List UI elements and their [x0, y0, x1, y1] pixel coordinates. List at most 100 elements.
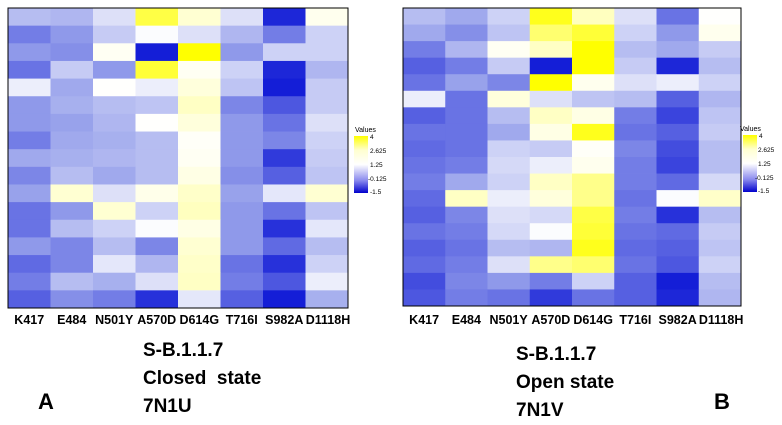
heatmap-a-cell-r6-c7 [305, 113, 349, 132]
heatmap-b-cell-r6-c0 [403, 107, 446, 125]
heatmap-a-cell-r10-c3 [135, 184, 179, 203]
x-label-a-1: E484 [57, 313, 87, 327]
heatmap-a-cell-r7-c5 [220, 131, 264, 150]
heatmap-a-cell-r9-c6 [263, 166, 306, 185]
heatmap-b-cell-r6-c7 [698, 107, 742, 125]
heatmap-b-cell-r7-c5 [614, 123, 657, 141]
heatmap-b-cell-r9-c7 [698, 157, 742, 174]
heatmap-a-cell-r0-c5 [220, 8, 264, 27]
heatmap-b-cell-r5-c3 [529, 90, 573, 108]
heatmap-a-cell-r11-c2 [93, 202, 136, 221]
heatmap-a-cell-r1-c4 [178, 25, 221, 44]
heatmap-a-cell-r2-c1 [50, 43, 94, 62]
heatmap-a-cell-r4-c3 [135, 78, 179, 97]
heatmap-b-cell-r0-c1 [445, 8, 488, 25]
heatmap-a-cell-r16-c1 [50, 290, 94, 309]
heatmap-b-cell-r6-c4 [572, 107, 615, 125]
heatmap-b-cell-r5-c1 [445, 90, 488, 108]
heatmap-b-cell-r1-c5 [614, 24, 657, 42]
heatmap-b-cell-r4-c1 [445, 74, 488, 92]
heatmap-b-cell-r14-c0 [403, 239, 446, 257]
heatmap-b-cell-r1-c4 [572, 24, 615, 42]
x-label-b-6: S982A [658, 313, 697, 327]
heatmap-b-cell-r16-c2 [487, 272, 531, 290]
heatmap-a-cell-r11-c6 [263, 202, 306, 221]
x-label-b-5: T716I [619, 313, 652, 327]
heatmap-a [7, 7, 349, 309]
caption-b-line-2: 7N1V [516, 400, 564, 421]
heatmap-b-cell-r13-c1 [445, 223, 488, 241]
heatmap-a-cell-r16-c7 [305, 290, 349, 309]
heatmap-b-cell-r16-c6 [656, 272, 700, 290]
x-label-b-7: D1118H [698, 313, 744, 327]
heatmap-a-cell-r14-c1 [50, 255, 94, 274]
heatmap-b-cell-r6-c6 [656, 107, 700, 125]
heatmap-a-cell-r7-c0 [8, 131, 51, 150]
heatmap-a-x-labels: K417 E484 N501Y A570D D614G T716I S982A … [8, 313, 350, 329]
heatmap-a-cell-r10-c6 [263, 184, 306, 203]
heatmap-b-cell-r11-c4 [572, 190, 615, 208]
heatmap-a-cell-r9-c0 [8, 166, 51, 185]
heatmap-a-cell-r13-c5 [220, 237, 264, 256]
heatmap-b-cell-r1-c6 [656, 24, 700, 42]
heatmap-a-cell-r3-c6 [263, 60, 306, 79]
heatmap-b-cell-r14-c4 [572, 239, 615, 257]
heatmap-b-cell-r12-c4 [572, 206, 615, 224]
heatmap-b-cell-r6-c3 [529, 107, 573, 125]
legend-a-tick-4: -1.5 [370, 189, 382, 196]
heatmap-b-cell-r12-c3 [529, 206, 573, 224]
heatmap-a-cell-r8-c1 [50, 149, 94, 168]
heatmap-b-cell-r13-c4 [572, 223, 615, 241]
heatmap-b-cell-r4-c3 [529, 74, 573, 92]
heatmap-a-cell-r14-c5 [220, 255, 264, 274]
heatmap-b-cell-r16-c4 [572, 272, 615, 290]
heatmap-a-cell-r4-c5 [220, 78, 264, 97]
heatmap-a-cell-r14-c3 [135, 255, 179, 274]
heatmap-a-cell-r6-c5 [220, 113, 264, 132]
panel-letter-b: B [714, 389, 730, 414]
heatmap-a-cell-r12-c4 [178, 219, 221, 238]
x-label-b-4: D614G [573, 313, 613, 327]
heatmap-b-cell-r3-c7 [698, 57, 742, 75]
heatmap-b-cell-r8-c4 [572, 140, 615, 158]
heatmap-a-cell-r6-c3 [135, 113, 179, 132]
heatmap-a-cell-r4-c6 [263, 78, 306, 97]
heatmap-b-cell-r13-c0 [403, 223, 446, 241]
heatmap-b-cell-r4-c6 [656, 74, 700, 92]
heatmap-b-cell-r15-c7 [698, 256, 742, 274]
legend-b-title: Values [740, 126, 761, 133]
heatmap-b-cell-r12-c7 [698, 206, 742, 224]
heatmap-a-cell-r11-c1 [50, 202, 94, 221]
heatmap-b-cell-r3-c4 [572, 57, 615, 75]
legend-b-tick-1: 2.625 [758, 147, 775, 154]
heatmap-a-cell-r3-c1 [50, 60, 94, 79]
heatmap-a-cell-r12-c6 [263, 219, 306, 238]
heatmap-a-frame [7, 7, 349, 309]
heatmap-a-cell-r16-c5 [220, 290, 264, 309]
x-label-a-2: N501Y [95, 313, 134, 327]
heatmap-b-cell-r0-c5 [614, 8, 657, 25]
heatmap-b-cell-r8-c3 [529, 140, 573, 158]
heatmap-a-cell-r3-c7 [305, 60, 349, 79]
heatmap-a-cell-r2-c4 [178, 43, 221, 62]
heatmap-b-cell-r3-c1 [445, 57, 488, 75]
heatmap-b-cell-r3-c6 [656, 57, 700, 75]
heatmap-a-cell-r8-c6 [263, 149, 306, 168]
heatmap-b-cell-r6-c1 [445, 107, 488, 125]
heatmap-b-cell-r6-c5 [614, 107, 657, 125]
heatmap-b-cell-r17-c7 [698, 289, 742, 307]
heatmap-a-cell-r10-c0 [8, 184, 51, 203]
heatmap-b-cell-r7-c4 [572, 123, 615, 141]
heatmap-b-cell-r2-c1 [445, 41, 488, 59]
legend-b-tick-3: -0.125 [755, 175, 774, 182]
heatmap-b-cell-r1-c3 [529, 24, 573, 42]
heatmap-a-cell-r6-c4 [178, 113, 221, 132]
heatmap-b-cell-r9-c6 [656, 157, 700, 174]
heatmap-b-cell-r3-c5 [614, 57, 657, 75]
heatmap-a-cell-r12-c7 [305, 219, 349, 238]
heatmap-a-cell-r2-c3 [135, 43, 179, 62]
heatmap-b-cell-r11-c1 [445, 190, 488, 208]
heatmap-b-cell-r3-c3 [529, 57, 573, 75]
heatmap-b-cell-r9-c4 [572, 157, 615, 174]
heatmap-a-cell-r16-c0 [8, 290, 51, 309]
